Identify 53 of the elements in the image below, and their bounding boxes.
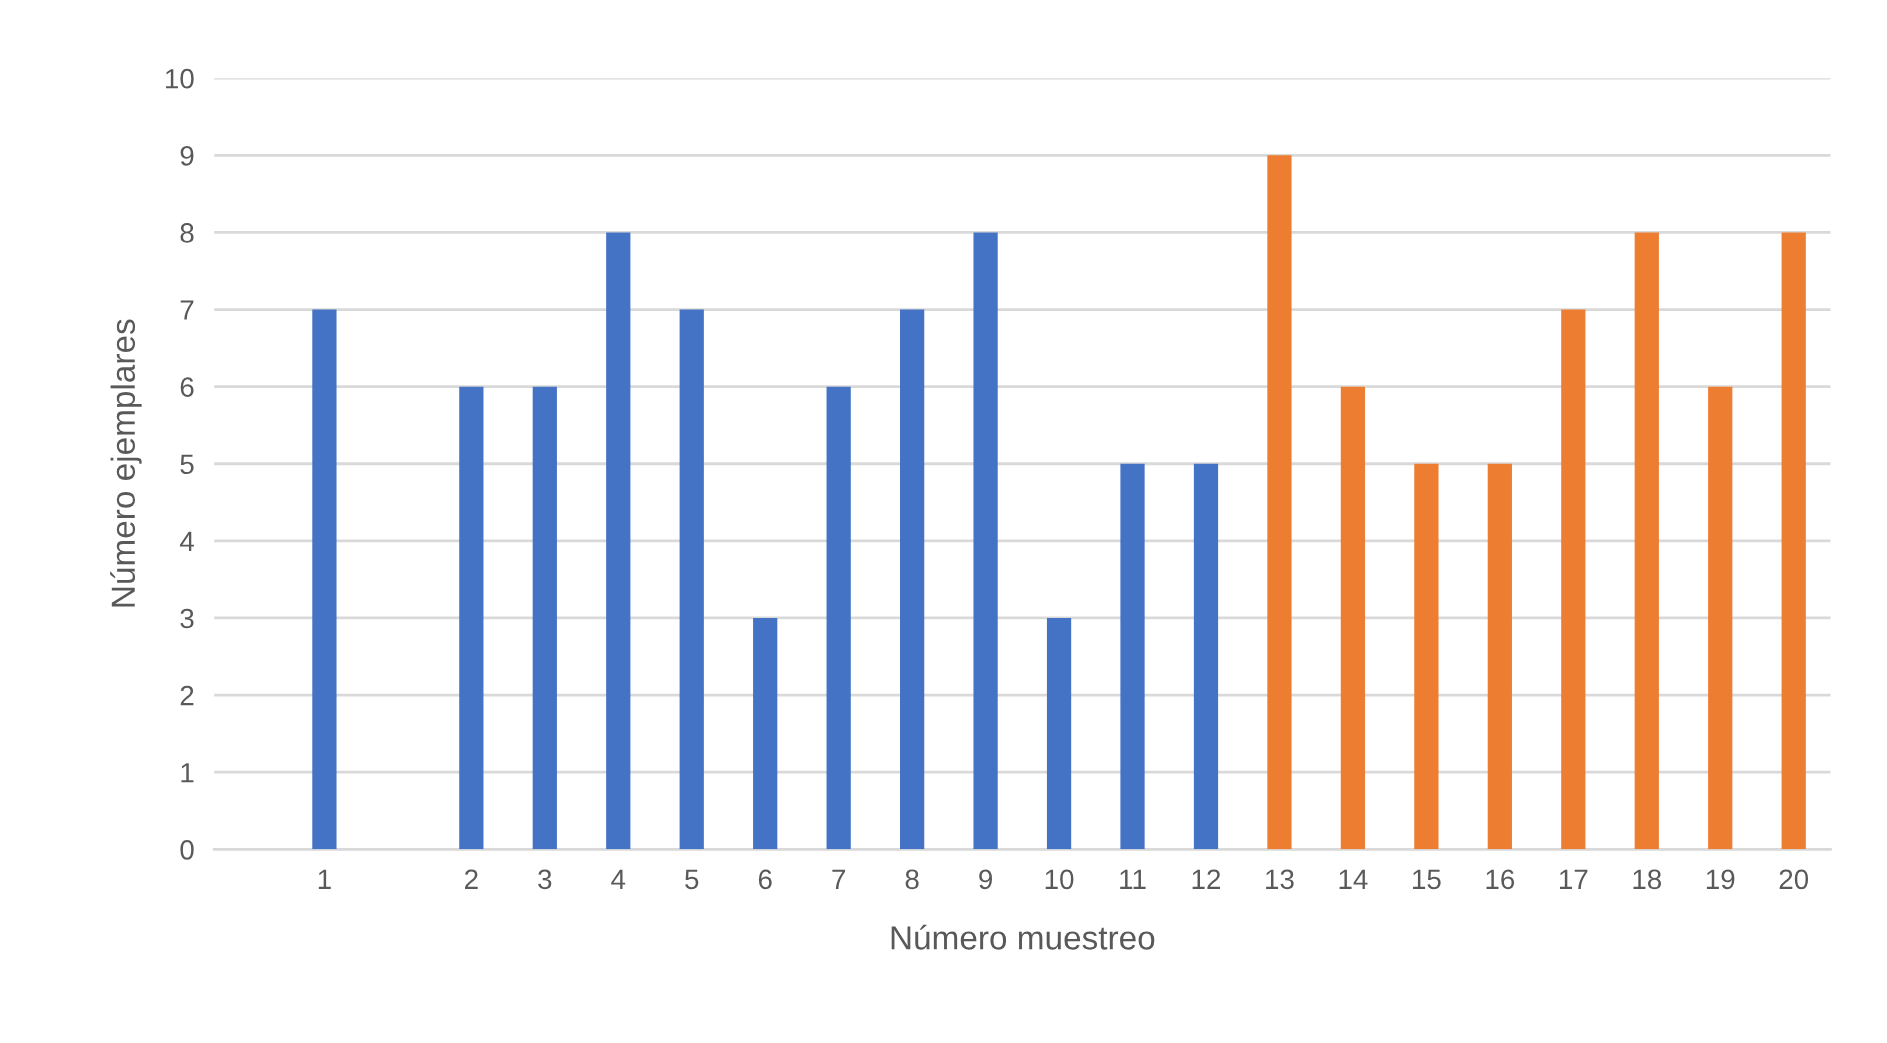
x-tick-label: 6 bbox=[758, 869, 772, 890]
y-axis-title: Número ejemplares bbox=[110, 319, 142, 607]
bar bbox=[1193, 463, 1219, 850]
x-tick-label: 1 bbox=[318, 869, 331, 889]
x-tick-label: 16 bbox=[1486, 869, 1515, 890]
y-tick-label: 2 bbox=[180, 685, 194, 706]
y-tick-label: 4 bbox=[179, 531, 194, 551]
bar bbox=[1046, 617, 1072, 850]
x-tick-label: 12 bbox=[1192, 869, 1221, 889]
x-tick-label: 3 bbox=[538, 869, 552, 890]
bar bbox=[973, 232, 998, 850]
x-tick-label: 13 bbox=[1266, 869, 1294, 890]
x-tick-label: 14 bbox=[1339, 869, 1368, 889]
bar bbox=[1634, 232, 1659, 850]
bar bbox=[900, 309, 925, 850]
y-tick-label: 0 bbox=[180, 839, 194, 860]
x-tick-label: 5 bbox=[685, 869, 699, 890]
y-tick-label: 10 bbox=[165, 68, 194, 89]
x-tick-label: 19 bbox=[1706, 869, 1735, 890]
bar bbox=[1120, 463, 1145, 850]
bar bbox=[1708, 386, 1733, 850]
bar bbox=[1487, 463, 1512, 850]
bar bbox=[1561, 309, 1586, 850]
x-axis-title: Número muestreo bbox=[891, 924, 1155, 950]
bar bbox=[1340, 386, 1366, 850]
bar bbox=[1781, 232, 1806, 850]
x-tick-label: 18 bbox=[1633, 869, 1662, 890]
bar bbox=[606, 232, 631, 850]
x-tick-label: 8 bbox=[905, 869, 919, 890]
x-tick-label: 11 bbox=[1120, 869, 1146, 889]
x-tick-label: 7 bbox=[832, 869, 845, 889]
y-tick-label: 9 bbox=[180, 145, 194, 166]
x-tick-label: 4 bbox=[611, 869, 626, 889]
bar bbox=[459, 386, 484, 850]
x-tick-label: 15 bbox=[1413, 869, 1441, 890]
x-tick-label: 2 bbox=[465, 869, 478, 889]
y-tick-label: 5 bbox=[180, 454, 194, 475]
bar bbox=[679, 309, 704, 850]
x-tick-label: 17 bbox=[1559, 869, 1588, 889]
bar bbox=[532, 386, 557, 850]
x-tick-label: 20 bbox=[1779, 869, 1809, 890]
y-tick-label: 8 bbox=[180, 223, 194, 243]
y-tick-label: 7 bbox=[180, 300, 194, 320]
bar bbox=[753, 617, 778, 850]
x-tick-label: 9 bbox=[979, 869, 992, 890]
bar bbox=[1414, 463, 1439, 850]
y-tick-label: 6 bbox=[180, 377, 194, 397]
bar bbox=[1267, 155, 1292, 850]
bar bbox=[826, 386, 851, 850]
x-tick-label: 10 bbox=[1045, 869, 1074, 890]
bar bbox=[312, 309, 337, 850]
y-tick-label: 1 bbox=[181, 763, 194, 783]
y-tick-label: 3 bbox=[180, 608, 194, 629]
